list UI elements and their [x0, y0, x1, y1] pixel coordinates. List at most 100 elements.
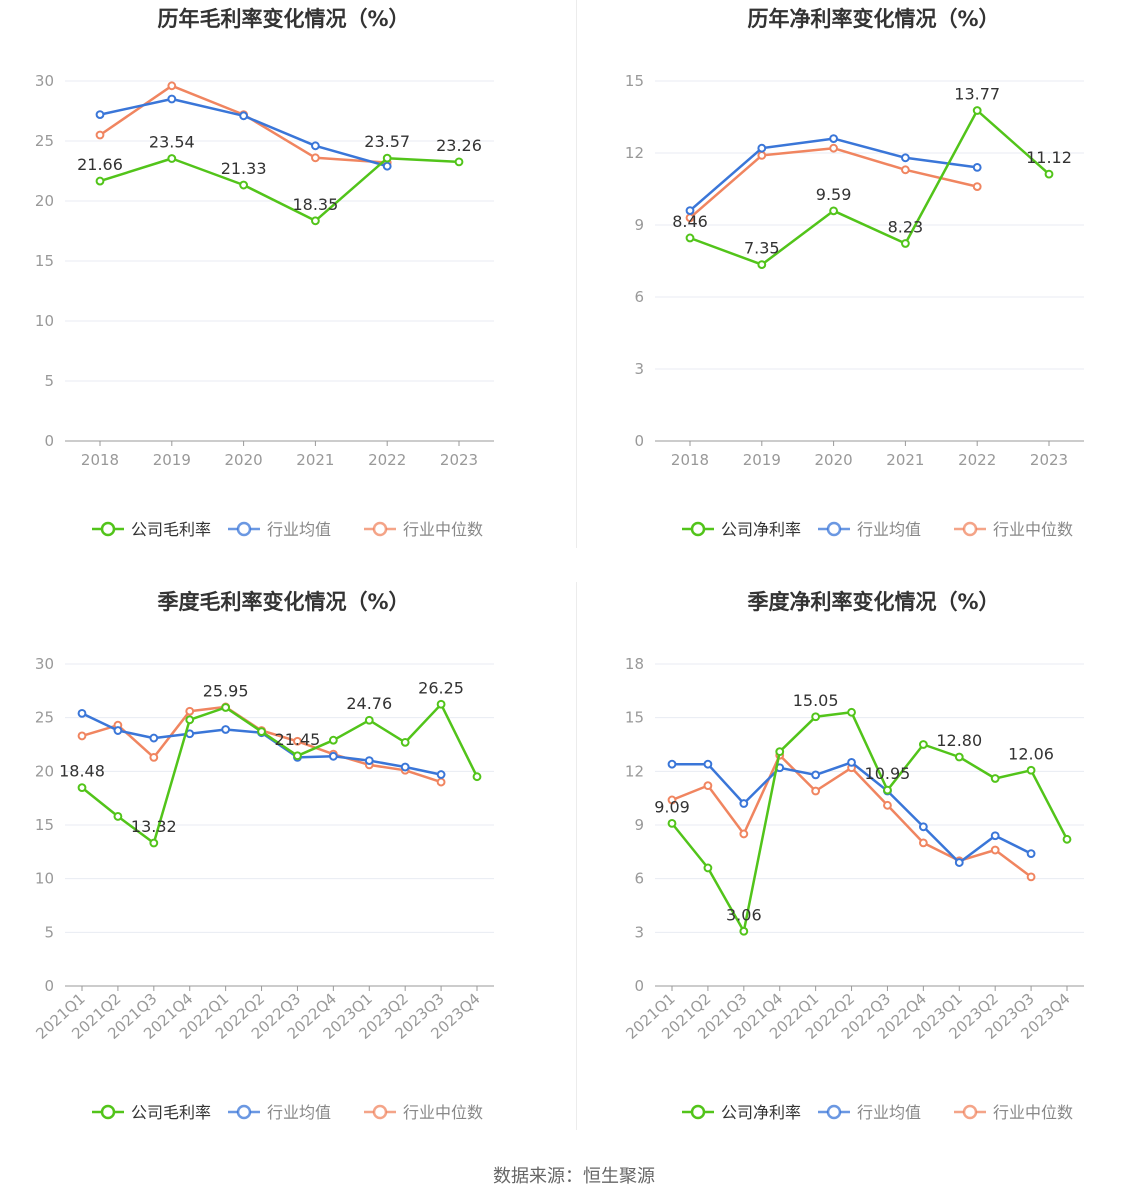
data-point [829, 134, 839, 144]
data-point [77, 783, 87, 793]
data-label: 12.06 [1008, 744, 1054, 763]
data-point [436, 770, 446, 779]
y-tick-label: 0 [44, 432, 54, 450]
data-point [311, 153, 320, 163]
data-label: 21.45 [275, 730, 321, 749]
data-point [400, 762, 410, 772]
x-tick-label: 2020 [225, 451, 263, 469]
legend-swatch-marker [962, 521, 978, 537]
data-point [703, 781, 713, 791]
panel-divider [576, 582, 577, 1130]
y-tick-label: 9 [634, 816, 644, 834]
series-line-1 [99, 97, 388, 168]
y-tick-label: 20 [35, 192, 54, 210]
data-point [918, 740, 928, 749]
data-point [436, 699, 446, 709]
series-line-0 [689, 109, 1050, 266]
y-tick-label: 25 [35, 709, 54, 727]
data-point [77, 708, 87, 718]
data-point [667, 818, 677, 828]
data-point [113, 812, 123, 821]
data-point [667, 759, 677, 769]
data-point [918, 838, 928, 848]
x-tick-label: 2019 [153, 451, 191, 469]
data-point [1026, 872, 1036, 882]
data-point [364, 756, 374, 766]
data-point [311, 141, 320, 151]
legend-swatch-marker [690, 521, 706, 537]
data-point [149, 752, 159, 762]
data-point [77, 731, 87, 741]
legend-item: 公司毛利率 [92, 520, 211, 539]
y-tick-label: 5 [44, 372, 54, 390]
data-point [990, 831, 1000, 841]
data-label: 12.80 [936, 731, 982, 750]
y-tick-label: 15 [35, 252, 54, 270]
data-point [757, 143, 767, 153]
legend-swatch-marker [236, 1104, 252, 1120]
data-point [972, 182, 982, 192]
legend-swatch-marker [236, 521, 252, 537]
x-tick-label: 2021 [296, 451, 334, 469]
data-point [829, 143, 839, 153]
data-point [972, 163, 982, 172]
data-point [883, 800, 892, 810]
chart-1: 历年毛利率变化情况（%） 0 5 10 15 20 25 30 2018 2019 2020 2021… [35, 7, 494, 539]
y-tick-label: 18 [625, 655, 644, 673]
y-tick-label: 12 [625, 762, 644, 780]
x-tick-label: 2018 [81, 451, 119, 469]
data-point [95, 110, 105, 119]
data-point [703, 863, 713, 873]
legend-label: 行业均值 [857, 1103, 921, 1122]
data-point [239, 180, 249, 190]
data-point [954, 752, 964, 762]
data-label: 8.23 [888, 217, 924, 236]
x-tick-label: 2018 [671, 451, 709, 469]
data-point [311, 216, 320, 226]
legend-swatch-marker [100, 1104, 116, 1120]
data-label: 13.32 [131, 817, 177, 836]
legend-item: 行业均值 [818, 520, 921, 539]
data-point [739, 799, 749, 808]
y-tick-label: 15 [625, 72, 644, 90]
data-label: 21.33 [221, 159, 267, 178]
data-label: 23.57 [364, 132, 410, 151]
data-label: 11.12 [1026, 148, 1072, 167]
y-tick-label: 0 [634, 432, 644, 450]
data-point [293, 751, 302, 761]
data-point [436, 777, 446, 787]
panel-divider [576, 0, 577, 548]
y-tick-label: 0 [44, 977, 54, 995]
data-point [221, 703, 231, 712]
y-tick-label: 12 [625, 144, 644, 162]
data-point [901, 153, 910, 163]
data-point [757, 151, 767, 160]
legend-item: 行业中位数 [954, 520, 1073, 539]
data-point [149, 733, 159, 743]
data-point [472, 772, 482, 782]
data-point [739, 926, 749, 936]
data-point [972, 106, 982, 115]
x-tick-label: 2019 [743, 451, 781, 469]
legend-item: 行业均值 [228, 1103, 331, 1122]
data-point [739, 829, 749, 839]
data-label: 18.48 [59, 762, 105, 781]
data-point [149, 838, 159, 848]
data-point [328, 751, 338, 761]
data-label: 23.54 [149, 133, 195, 152]
series-line-2 [81, 705, 442, 784]
data-label: 9.09 [654, 797, 690, 816]
data-point [167, 81, 177, 91]
legend-item: 公司净利率 [682, 520, 801, 539]
data-point [382, 153, 392, 163]
chart-title: 历年毛利率变化情况（%） [157, 7, 409, 31]
data-source-note: 数据来源：恒生聚源 [493, 1166, 655, 1187]
chart-2: 历年净利率变化情况（%） 0 3 6 9 12 15 2018 2019 2020 2021 2022… [625, 7, 1084, 539]
y-tick-label: 15 [35, 816, 54, 834]
legend-swatch-marker [690, 1104, 706, 1120]
data-point [990, 845, 1000, 855]
data-point [918, 822, 928, 832]
data-label: 18.35 [292, 195, 338, 214]
series-line-1 [81, 712, 442, 776]
legend-label: 行业中位数 [993, 520, 1073, 539]
